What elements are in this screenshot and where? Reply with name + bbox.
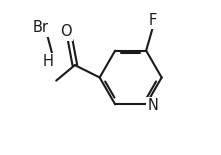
Text: H: H — [43, 55, 54, 69]
Text: Br: Br — [33, 20, 49, 35]
Text: F: F — [149, 13, 157, 28]
Text: O: O — [60, 24, 71, 39]
Text: N: N — [148, 98, 158, 113]
